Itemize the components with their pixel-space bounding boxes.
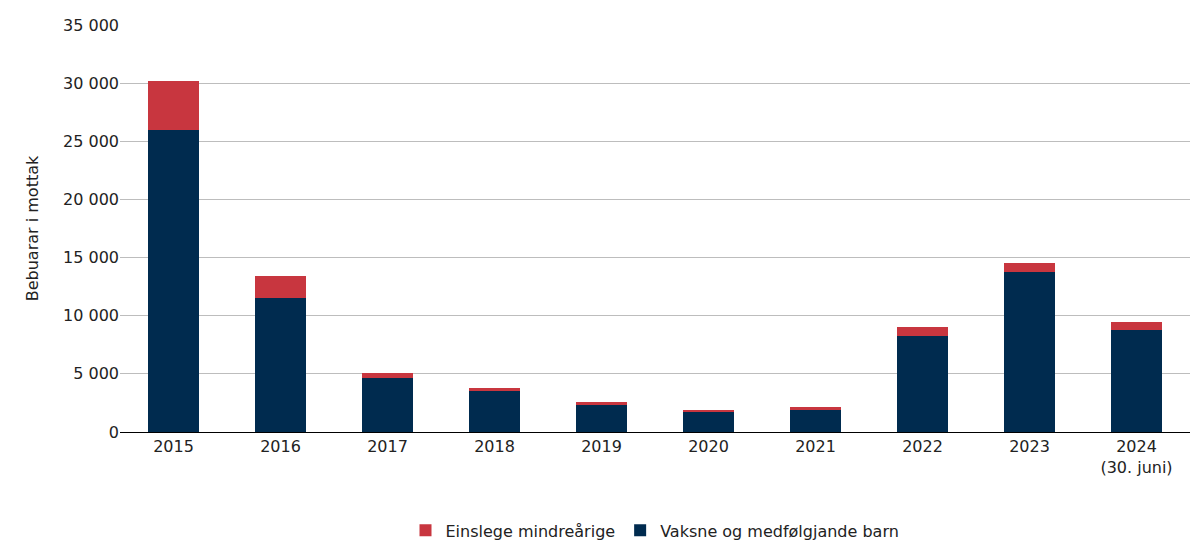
svg-text:Vaksne og medfølgjande barn: Vaksne og medfølgjande barn — [660, 522, 899, 541]
svg-text:0: 0 — [109, 423, 119, 442]
svg-text:2022: 2022 — [902, 437, 943, 456]
svg-text:20 000: 20 000 — [63, 190, 119, 209]
svg-text:35 000: 35 000 — [63, 16, 119, 35]
svg-text:2019: 2019 — [581, 437, 622, 456]
svg-text:2023: 2023 — [1009, 437, 1050, 456]
svg-text:2024(30. juni): 2024(30. juni) — [1100, 437, 1172, 477]
svg-text:30 000: 30 000 — [63, 74, 119, 93]
svg-text:Einslege mindreårige: Einslege mindreårige — [446, 522, 616, 541]
svg-text:2016: 2016 — [260, 437, 301, 456]
svg-text:10 000: 10 000 — [63, 306, 119, 325]
svg-text:2015: 2015 — [153, 437, 194, 456]
svg-text:2018: 2018 — [474, 437, 515, 456]
svg-text:2020: 2020 — [688, 437, 729, 456]
svg-text:25 000: 25 000 — [63, 132, 119, 151]
svg-text:15 000: 15 000 — [63, 248, 119, 267]
svg-text:5 000: 5 000 — [73, 364, 119, 383]
svg-text:2021: 2021 — [795, 437, 836, 456]
svg-text:Bebuarar i mottak: Bebuarar i mottak — [23, 155, 42, 301]
svg-text:2017: 2017 — [367, 437, 408, 456]
